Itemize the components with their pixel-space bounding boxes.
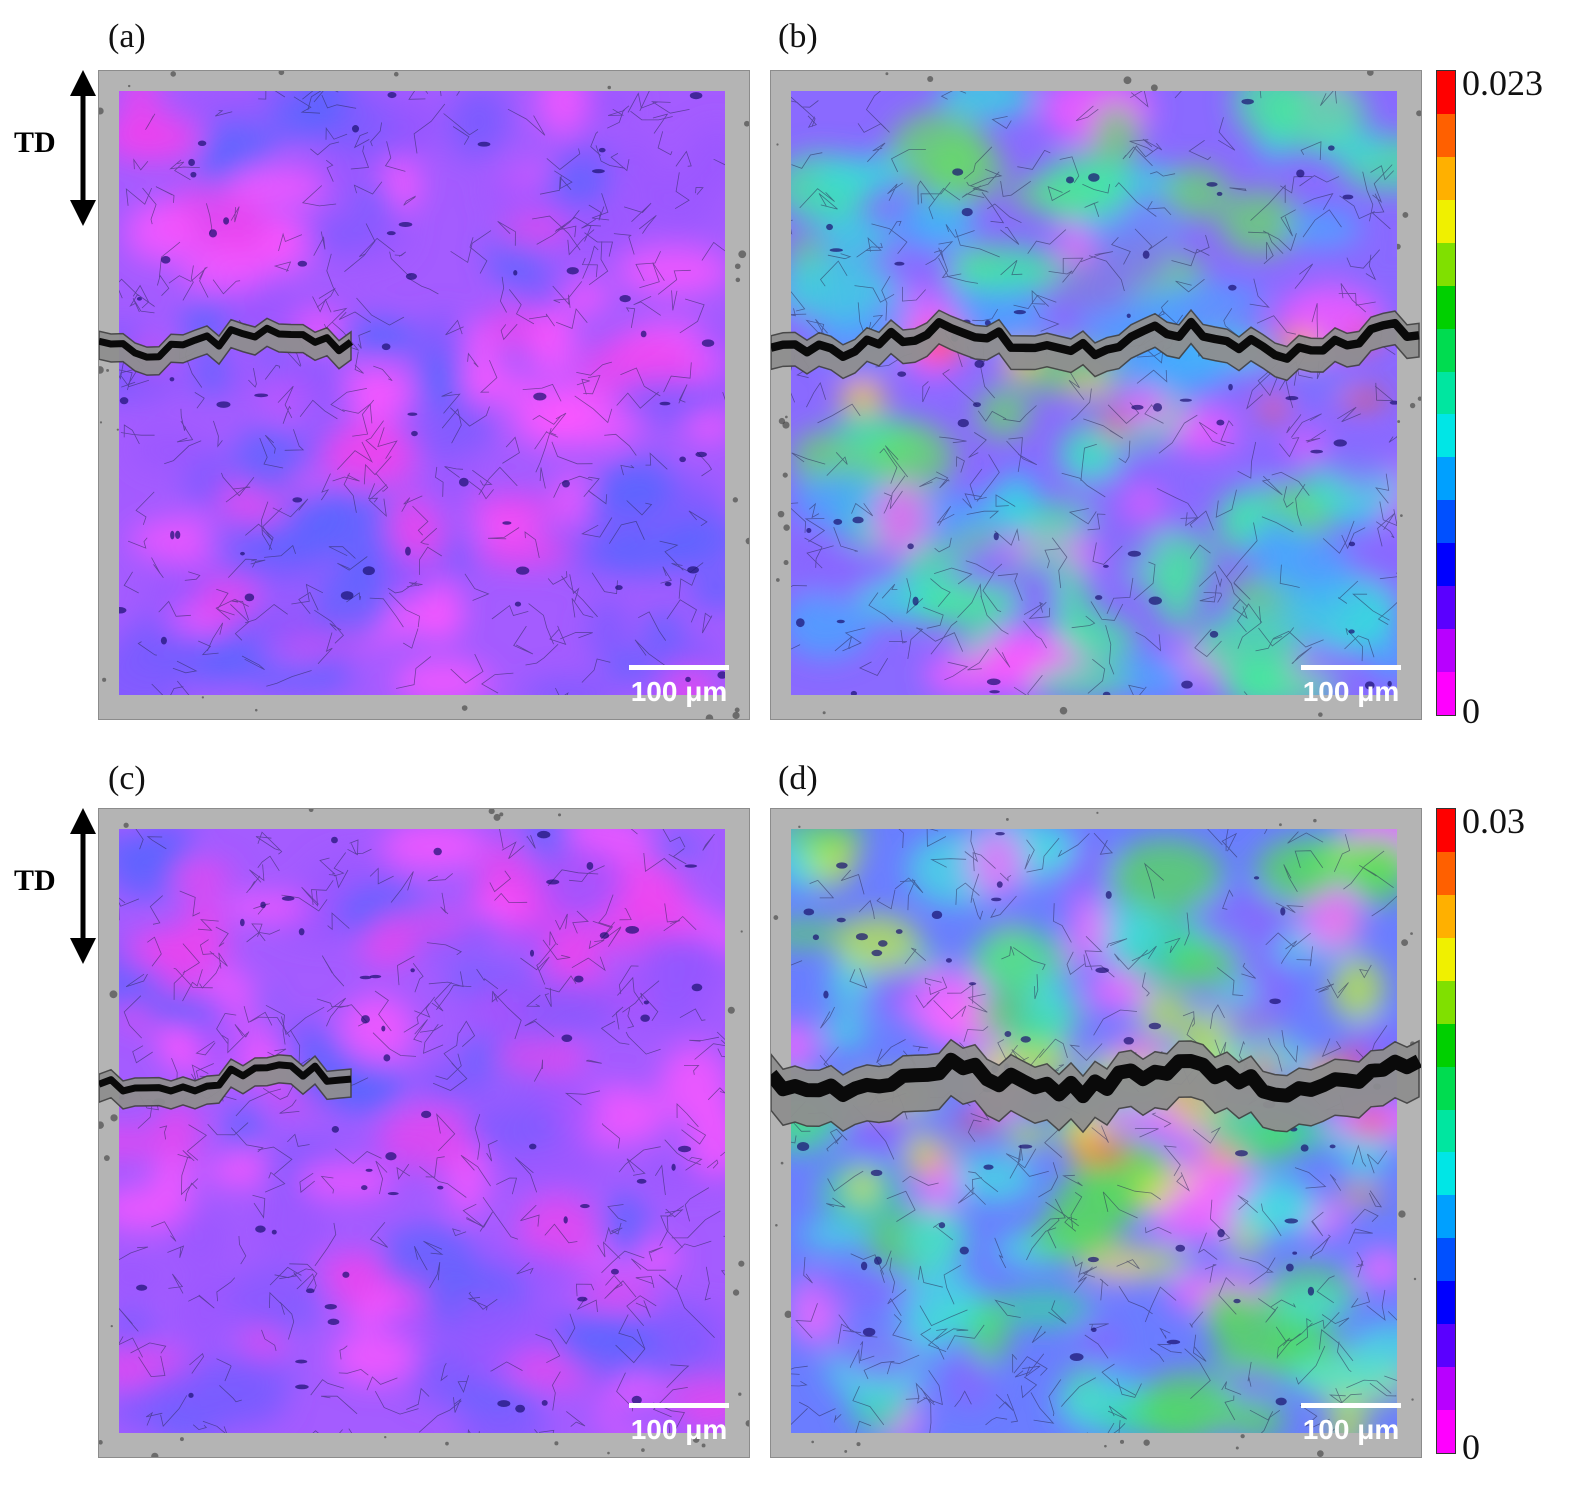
td-label: TD — [14, 126, 56, 159]
scale-bar-label: 100 μm — [631, 1414, 728, 1445]
colorbar-band — [1437, 1195, 1455, 1239]
scale-bar: 100 μm — [1301, 665, 1401, 707]
colorbar-band — [1437, 1109, 1455, 1153]
colorbar-band — [1437, 629, 1455, 673]
colorbar-band — [1437, 1066, 1455, 1110]
colorbar-band — [1437, 414, 1455, 458]
colorbar-band — [1437, 1281, 1455, 1325]
strain-map-image: 100 μm — [99, 71, 749, 719]
colorbar-top-max-label: 0.023 — [1462, 63, 1543, 103]
scale-bar: 100 μm — [629, 665, 729, 707]
colorbar-band — [1437, 242, 1455, 286]
strain-map-image: 100 μm — [771, 809, 1421, 1457]
td-indicator-bottom: TD — [8, 808, 98, 964]
td-label: TD — [14, 864, 56, 897]
colorbar-band — [1437, 586, 1455, 630]
colorbar-band — [1437, 851, 1455, 895]
colorbar-band — [1437, 980, 1455, 1024]
colorbar-band — [1437, 371, 1455, 415]
colorbar-band — [1437, 1367, 1455, 1411]
scale-bar-label: 100 μm — [1303, 676, 1400, 707]
panel-label-a: (a) — [108, 18, 146, 55]
colorbar-band — [1437, 457, 1455, 501]
strain-map-panel-c: 100 μm — [98, 808, 750, 1458]
crack-line — [771, 1052, 1421, 1104]
colorbar-bottom-min-label: 0 — [1462, 1427, 1480, 1467]
colorbar-band — [1437, 500, 1455, 544]
colorbar-band — [1437, 71, 1455, 114]
panel-label-d: (d) — [778, 760, 818, 797]
double-arrow-icon — [70, 70, 96, 226]
colorbar-band — [1437, 156, 1455, 200]
colorbar-band — [1437, 894, 1455, 938]
scale-bar: 100 μm — [629, 1403, 729, 1445]
colorbar-band — [1437, 1152, 1455, 1196]
scale-bar-label: 100 μm — [631, 676, 728, 707]
strain-map-panel-b: 100 μm — [770, 70, 1422, 720]
colorbar-top — [1436, 70, 1456, 716]
crack-line — [99, 324, 354, 361]
td-indicator-top: TD — [8, 70, 98, 226]
scale-bar: 100 μm — [1301, 1403, 1401, 1445]
crack-line — [99, 1061, 352, 1095]
strain-map-image: 100 μm — [99, 809, 749, 1457]
colorbar-band — [1437, 543, 1455, 587]
colorbar-band — [1437, 199, 1455, 243]
double-arrow-icon — [70, 808, 96, 964]
colorbar-bottom — [1436, 808, 1456, 1454]
colorbar-band — [1437, 1410, 1455, 1453]
colorbar-band — [1437, 1324, 1455, 1368]
crack-line — [771, 317, 1420, 363]
colorbar-bottom-max-label: 0.03 — [1462, 801, 1525, 841]
strain-map-panel-d: 100 μm — [770, 808, 1422, 1458]
strain-map-image: 100 μm — [771, 71, 1421, 719]
colorbar-band — [1437, 937, 1455, 981]
colorbar-top-min-label: 0 — [1462, 691, 1480, 731]
colorbar-band — [1437, 113, 1455, 157]
strain-map-panel-a: 100 μm — [98, 70, 750, 720]
colorbar-band — [1437, 809, 1455, 852]
colorbar-band — [1437, 1238, 1455, 1282]
panel-label-c: (c) — [108, 760, 146, 797]
panel-label-b: (b) — [778, 18, 818, 55]
scale-bar-label: 100 μm — [1303, 1414, 1400, 1445]
colorbar-band — [1437, 1023, 1455, 1067]
colorbar-band — [1437, 328, 1455, 372]
colorbar-band — [1437, 672, 1455, 715]
colorbar-band — [1437, 285, 1455, 329]
